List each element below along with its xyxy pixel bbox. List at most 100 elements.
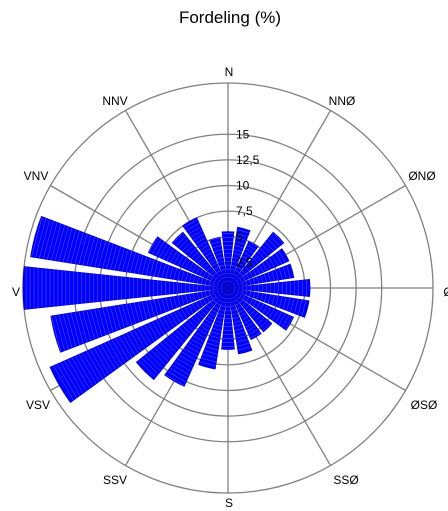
bar-hatch-line [47, 222, 58, 260]
bar-hatch-line [185, 294, 189, 304]
bar-hatch-line [104, 342, 119, 368]
bar-hatch-line [137, 302, 144, 321]
bar-hatch-line [145, 258, 151, 276]
bar-hatch-line [133, 329, 145, 349]
bar-hatch-line [249, 309, 256, 316]
bar-hatch-line [233, 253, 241, 256]
bar-hatch-line [133, 253, 140, 274]
bar-hatch-line [222, 272, 226, 275]
bar-hatch-line [237, 276, 240, 279]
bar-hatch-line [279, 296, 283, 308]
bar-hatch-line [206, 266, 212, 272]
bar-hatch-line [201, 278, 204, 284]
bar-hatch-line [239, 293, 242, 297]
bar-hatch-line [214, 266, 219, 270]
bar-hatch-line [86, 310, 95, 340]
bar-hatch-line [193, 275, 196, 283]
bar-hatch-line [252, 312, 259, 319]
wind-sector-bar [209, 236, 229, 289]
bar-hatch-line [206, 274, 210, 279]
bar-hatch-line [252, 257, 259, 264]
bar-hatch-line [164, 374, 185, 386]
bar-hatch-line [210, 295, 213, 300]
bar-hatch-line [186, 345, 200, 354]
bar-hatch-line [237, 342, 250, 347]
bar-hatch-line [256, 292, 259, 300]
bar-hatch-line [235, 237, 247, 241]
direction-label: NNØ [329, 94, 356, 108]
bar-hatch-line [245, 290, 248, 295]
wind-rose-bars [22, 215, 311, 404]
bar-hatch-line [238, 289, 240, 293]
bar-hatch-line [106, 307, 114, 333]
bar-hatch-line [181, 324, 192, 335]
bar-hatch-line [237, 306, 242, 310]
bar-hatch-line [246, 325, 256, 332]
bar-hatch-line [264, 241, 275, 252]
bar-hatch-line [184, 306, 191, 316]
bar-hatch-line [166, 315, 175, 328]
bar-hatch-line [188, 226, 201, 235]
bar-hatch-line [233, 283, 235, 286]
direction-label: VSV [26, 398, 50, 412]
bar-hatch-line [172, 232, 184, 244]
bar-hatch-line [90, 309, 99, 338]
bar-hatch-line [236, 281, 239, 284]
bar-hatch-line [285, 316, 294, 330]
bar-hatch-line [232, 257, 240, 260]
bar-hatch-line [219, 265, 225, 267]
bar-hatch-line [157, 262, 162, 277]
bar-hatch-line [245, 322, 254, 328]
bar-hatch-line [212, 327, 222, 331]
bar-hatch-line [181, 271, 185, 281]
bar-hatch-line [212, 282, 215, 286]
bar-hatch-line [169, 335, 181, 347]
bar-hatch-line [229, 298, 233, 300]
bar-hatch-line [119, 336, 132, 359]
bar-hatch-line [162, 316, 171, 330]
ring-label: 10 [236, 179, 250, 193]
bar-hatch-line [193, 335, 205, 343]
bar-hatch-line [282, 266, 287, 279]
bar-hatch-line [172, 364, 190, 376]
direction-label: V [12, 285, 20, 299]
bar-hatch-line [89, 349, 107, 377]
bar-hatch-line [195, 332, 206, 339]
bar-hatch-line [126, 333, 139, 354]
bar-hatch-line [185, 322, 194, 331]
bar-hatch-line [189, 273, 192, 282]
bar-hatch-line [140, 326, 152, 344]
bar-hatch-line [207, 255, 214, 260]
bar-hatch-line [153, 261, 159, 277]
bar-hatch-line [149, 259, 155, 276]
bar-hatch-line [98, 308, 106, 336]
bar-hatch-line [190, 230, 203, 238]
bar-hatch-line [141, 357, 159, 375]
bar-hatch-line [200, 244, 210, 251]
bar-hatch-line [62, 228, 73, 262]
bar-hatch-line [177, 310, 184, 321]
bar-hatch-line [189, 294, 192, 303]
bar-hatch-line [204, 319, 213, 324]
bar-hatch-line [216, 270, 221, 273]
bar-hatch-line [264, 273, 267, 282]
bar-hatch-line [247, 263, 253, 269]
bar-hatch-line [232, 296, 235, 299]
bar-hatch-line [240, 312, 247, 317]
bar-hatch-line [165, 297, 170, 311]
bar-hatch-line [82, 235, 92, 266]
bar-hatch-line [249, 272, 253, 278]
bar-hatch-line [219, 294, 222, 297]
bar-hatch-line [239, 279, 242, 283]
bar-hatch-line [185, 245, 194, 254]
bar-hatch-line [260, 293, 263, 301]
bar-hatch-line [290, 298, 295, 313]
bar-hatch-line [205, 279, 207, 285]
bar-hatch-line [169, 367, 188, 379]
bar-hatch-line [141, 256, 148, 275]
bar-hatch-line [214, 279, 217, 283]
bar-hatch-line [206, 304, 212, 310]
wind-sector-bar [227, 278, 311, 298]
bar-hatch-line [217, 292, 220, 295]
bar-hatch-line [259, 303, 264, 312]
